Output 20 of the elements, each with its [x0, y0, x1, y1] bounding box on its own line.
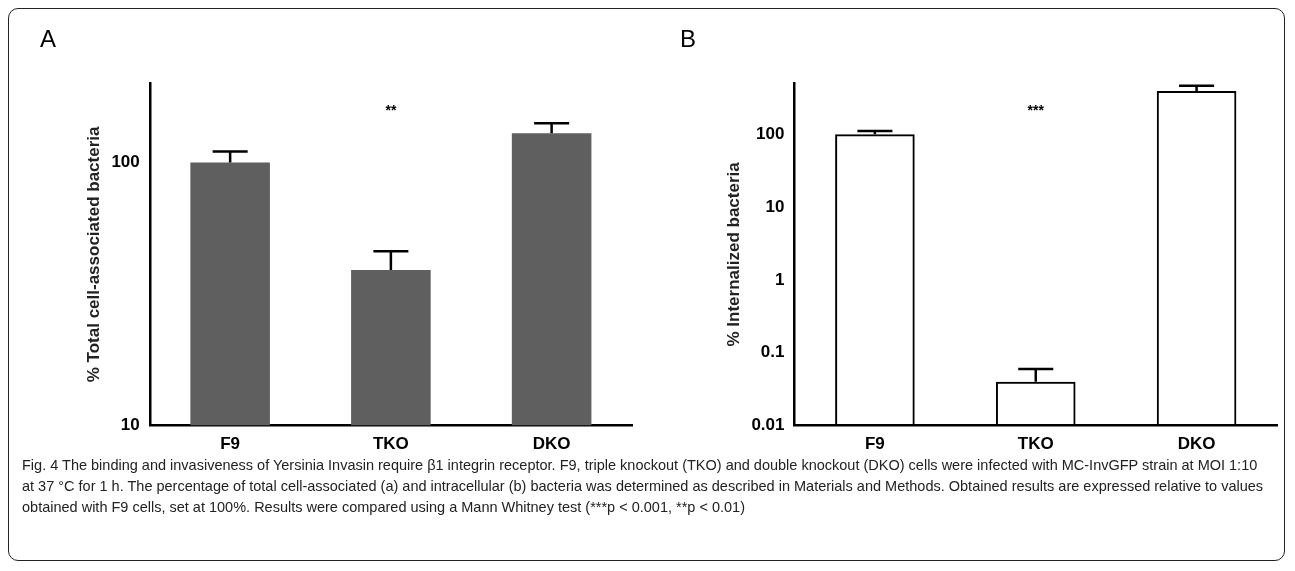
y-tick-label: 0.1 [760, 342, 785, 362]
annotation: *** [1027, 102, 1045, 119]
caption: Fig. 4 The binding and invasiveness of Yersinia Invasin require β1 integrin receptor. F9, triple knockout (TKO) and double knockout (DKO) cells were infected with MC-InvGFP strain at MOI 1:10 at 37 °C for 1 h. The percentage of total cell-associated (a) and intracellular (b) bacteria was determined as described in Materials and Methods. Obtained results are expressed relative to values obtained with F9 cells, set at 100%. Results were compared using a Mann Whitney test (***p < 0.001, **p < 0.01) [22, 456, 1265, 517]
y-axis-title: % Total cell-associated bacteria [83, 125, 103, 383]
x-tick-label: DKO [532, 434, 571, 454]
y-tick-label: 100 [756, 123, 785, 143]
x-tick-label: F9 [864, 434, 885, 454]
chart-title: B [680, 25, 697, 53]
chart-title: A [40, 25, 57, 53]
x-tick-label: TKO [1017, 434, 1054, 454]
y-tick-label: 10 [120, 415, 140, 435]
y-axis-title: % Internalized bacteria [723, 161, 743, 347]
annotation: ** [385, 102, 397, 119]
x-tick-label: F9 [220, 434, 241, 454]
y-tick-label: 10 [765, 196, 785, 216]
y-tick-label: 1 [775, 269, 785, 289]
x-tick-label: TKO [372, 434, 409, 454]
y-tick-label: 100 [111, 152, 140, 172]
x-tick-label: DKO [1177, 434, 1216, 454]
y-tick-label: 0.01 [751, 415, 785, 435]
